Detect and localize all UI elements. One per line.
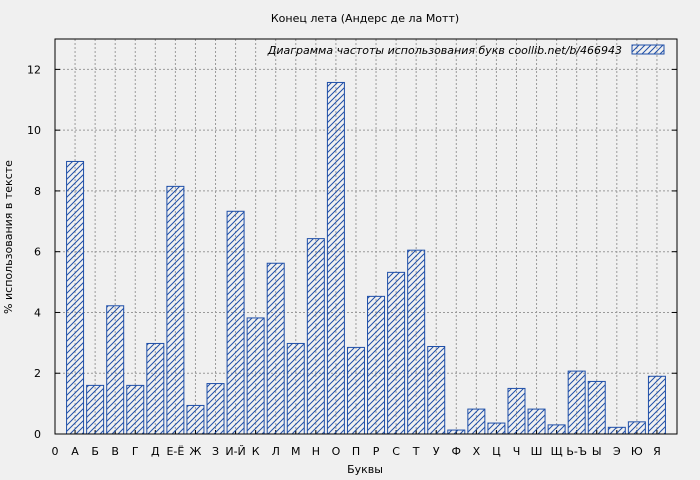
x-tick-label: Щ bbox=[551, 445, 563, 458]
x-tick-label: Х bbox=[473, 445, 481, 458]
x-tick-label: В bbox=[111, 445, 119, 458]
x-tick-label: П bbox=[352, 445, 360, 458]
bar-Д bbox=[146, 342, 165, 435]
bar-Ы bbox=[587, 380, 606, 435]
x-tick-label: Ю bbox=[631, 445, 643, 458]
x-tick-label: Ы bbox=[592, 445, 602, 458]
y-axis-label: % использования в тексте bbox=[2, 160, 15, 314]
bar-Р bbox=[367, 295, 386, 435]
x-tick-label: К bbox=[252, 445, 260, 458]
bar-С bbox=[387, 271, 406, 435]
bar-Е-Ё bbox=[166, 185, 185, 435]
legend-swatch bbox=[631, 44, 665, 55]
x-tick-label: Ц bbox=[492, 445, 501, 458]
x-tick-label: Н bbox=[312, 445, 320, 458]
bar-Л bbox=[266, 262, 285, 435]
x-tick-label: З bbox=[212, 445, 219, 458]
bar-Х bbox=[467, 408, 486, 435]
bar-Ю bbox=[627, 421, 646, 435]
bar-И-Й bbox=[226, 210, 245, 435]
bar-З bbox=[206, 383, 225, 435]
x-tick-label: Г bbox=[132, 445, 139, 458]
y-tick-label: 12 bbox=[27, 63, 41, 76]
bar-Ш bbox=[527, 408, 546, 435]
y-tick-label: 8 bbox=[34, 185, 41, 198]
legend: Диаграмма частоты использования букв coo… bbox=[267, 44, 665, 57]
legend-label: Диаграмма частоты использования букв coo… bbox=[267, 44, 622, 57]
x-tick-label: А bbox=[71, 445, 79, 458]
bar-Б bbox=[86, 384, 105, 435]
x-tick-label: Т bbox=[412, 445, 420, 458]
x-tick-label: Б bbox=[91, 445, 99, 458]
bar-Т bbox=[407, 249, 426, 435]
bar-Ф bbox=[447, 429, 466, 435]
x-tick-label: Д bbox=[151, 445, 160, 458]
x-tick-label: Ч bbox=[513, 445, 521, 458]
bar-В bbox=[106, 305, 125, 435]
bar-У bbox=[427, 345, 446, 435]
x-tick-label: Л bbox=[272, 445, 280, 458]
y-tick-label: 0 bbox=[34, 428, 41, 441]
y-tick-label: 10 bbox=[27, 124, 41, 137]
y-tick-label: 2 bbox=[34, 367, 41, 380]
bar-Ж bbox=[186, 404, 205, 435]
x-tick-label: Я bbox=[653, 445, 661, 458]
y-tick-label: 6 bbox=[34, 246, 41, 259]
x-tick-label: Р bbox=[373, 445, 380, 458]
bar-М bbox=[286, 342, 305, 435]
bar-Ц bbox=[487, 422, 506, 435]
x-tick-label: Ь-Ъ bbox=[566, 445, 587, 458]
x-tick-label: 0 bbox=[52, 445, 59, 458]
bar-К bbox=[246, 317, 265, 435]
x-tick-label: У bbox=[433, 445, 440, 458]
x-axis-label: Буквы bbox=[347, 463, 383, 476]
bar-Ч bbox=[507, 387, 526, 435]
x-tick-label: М bbox=[291, 445, 301, 458]
bar-Я bbox=[647, 375, 666, 435]
chart-title: Конец лета (Андерс де ла Мотт) bbox=[271, 12, 459, 25]
x-tick-label: О bbox=[332, 445, 341, 458]
bar-П bbox=[346, 346, 365, 435]
x-tick-label: Ж bbox=[190, 445, 202, 458]
bar-Н bbox=[306, 238, 325, 435]
bar-Э bbox=[607, 426, 626, 435]
bar-Щ bbox=[547, 424, 566, 435]
bar-О bbox=[326, 81, 345, 435]
bar-Г bbox=[126, 384, 145, 435]
x-tick-label: Ф bbox=[452, 445, 461, 458]
y-tick-label: 4 bbox=[34, 306, 41, 319]
x-tick-label: Э bbox=[613, 445, 621, 458]
x-tick-label: С bbox=[392, 445, 400, 458]
bar-А bbox=[66, 160, 85, 435]
plot-frame bbox=[54, 38, 678, 435]
bar-Ь-Ъ bbox=[567, 370, 586, 435]
x-tick-label: Е-Ё bbox=[166, 445, 184, 458]
x-tick-label: И-Й bbox=[225, 445, 245, 458]
x-tick-label: Ш bbox=[531, 445, 543, 458]
